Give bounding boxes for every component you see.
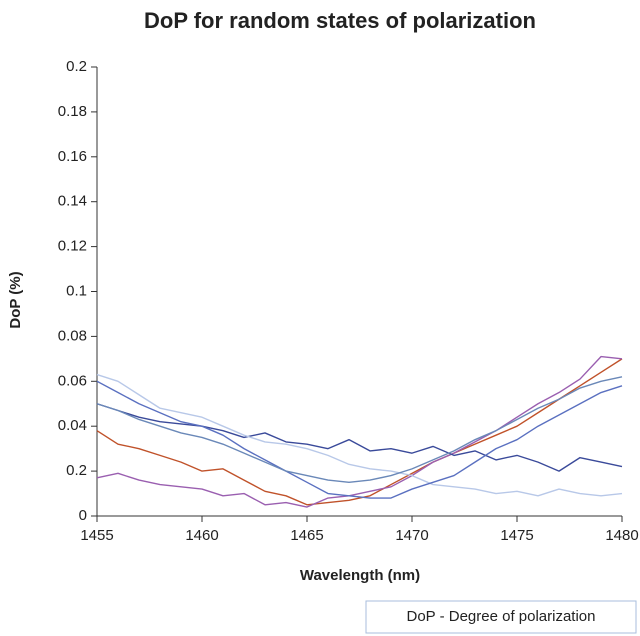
y-tick-label: 0.14 [58,193,87,210]
x-tick-label: 1470 [395,527,428,544]
y-tick-label: 0.04 [58,417,87,434]
y-tick-label: 0.12 [58,238,87,255]
y-tick-label: 0.1 [66,282,87,299]
x-axis-label: Wavelength (nm) [300,567,420,584]
x-tick-label: 1475 [500,527,533,544]
series-line [96,355,623,508]
series-line [96,380,623,499]
y-axis-label: DoP (%) [7,271,24,328]
y-tick-label: 0.2 [66,58,87,75]
series-line [96,358,623,506]
series-line [96,403,623,472]
x-tick-label: 1460 [185,527,218,544]
series-line [96,373,623,497]
y-tick-label: 0.08 [58,327,87,344]
annotation: DoP - Degree of polarization [407,608,596,625]
chart-title: DoP for random states of polarization [144,8,536,33]
y-tick-label: 0.18 [58,103,87,120]
y-tick-label: 0.16 [58,148,87,165]
y-tick-label: 0 [79,507,87,524]
y-tick-label: 0.2 [66,462,87,479]
annotation-box [365,600,637,634]
x-tick-label: 1480 [605,527,638,544]
x-tick-label: 1465 [290,527,323,544]
series-line [96,376,623,484]
x-tick-label: 1455 [80,527,113,544]
y-tick-label: 0.06 [58,372,87,389]
